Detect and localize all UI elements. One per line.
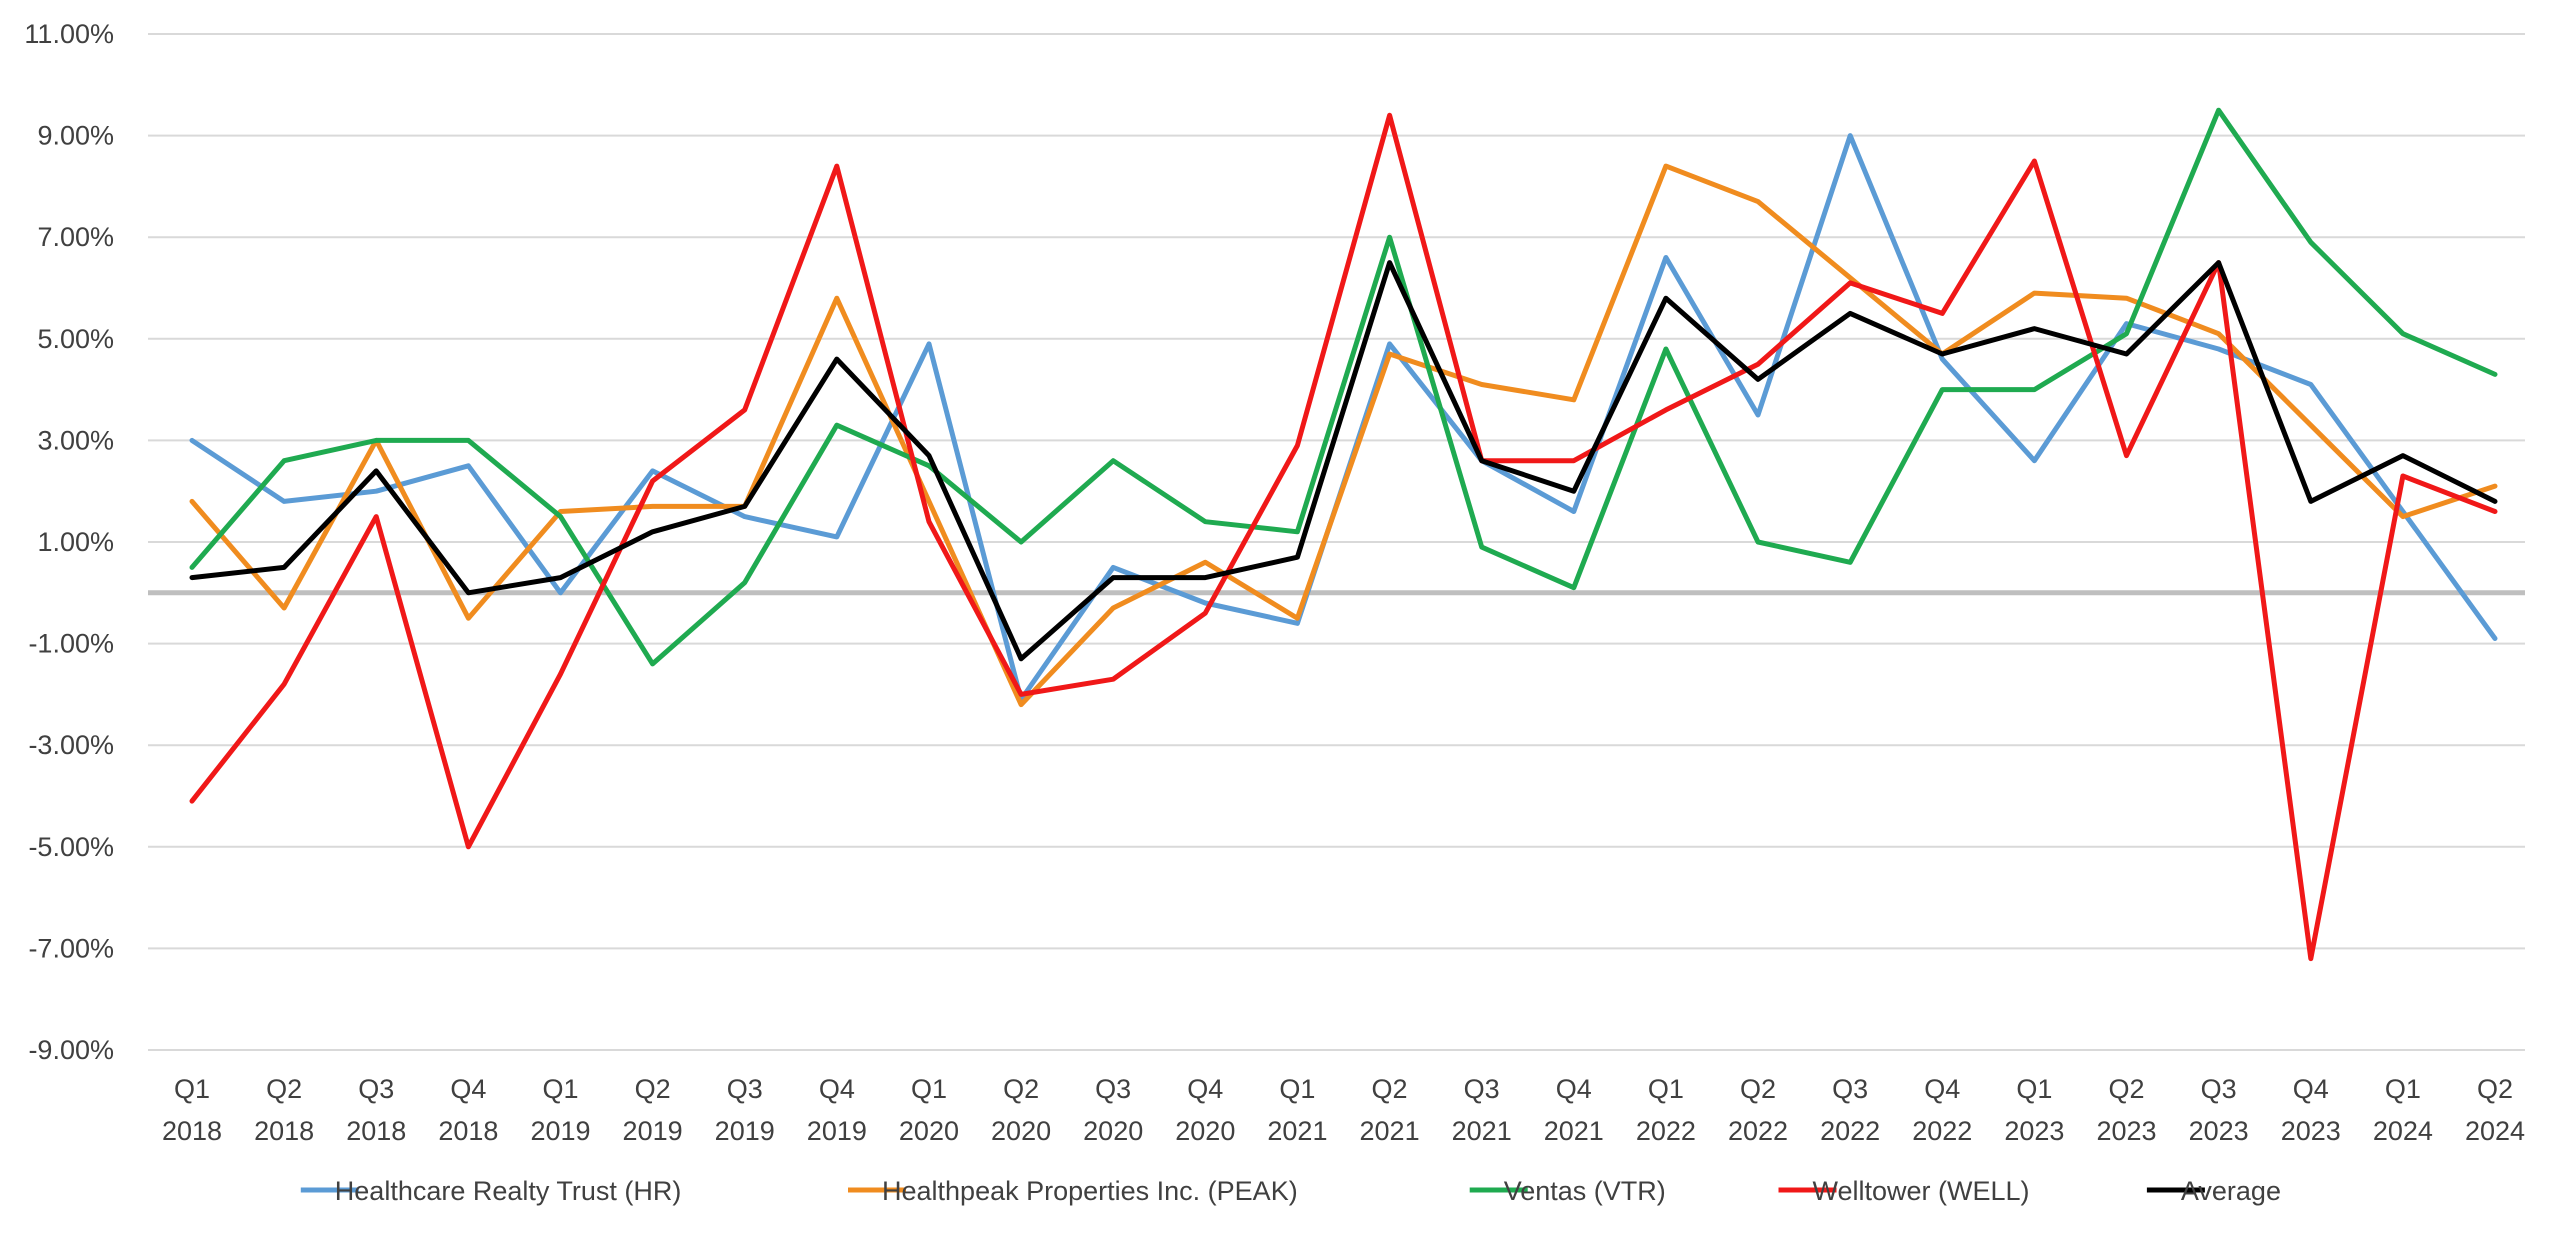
x-tick-label: Q2: [2477, 1074, 2513, 1104]
x-tick-label: 2019: [623, 1116, 683, 1146]
gridlines: [148, 33, 2525, 1051]
legend-label: Average: [2181, 1176, 2281, 1206]
y-axis-tick-labels: 11.00% 9.00% 7.00% 5.00% 3.00% 1.00% -1.00% -3.…: [24, 19, 114, 1065]
x-tick-label: Q1: [2385, 1074, 2421, 1104]
x-tick-label: Q4: [819, 1074, 855, 1104]
x-tick-label: 2019: [807, 1116, 867, 1146]
series-lines: [189, 107, 2498, 962]
x-tick-label: 2022: [1728, 1116, 1788, 1146]
x-tick-label: 2021: [1267, 1116, 1327, 1146]
x-tick-label: Q1: [1279, 1074, 1315, 1104]
x-tick-label: Q2: [1372, 1074, 1408, 1104]
y-tick-label: -5.00%: [28, 832, 114, 862]
x-tick-label: 2020: [1175, 1116, 1235, 1146]
series-line-healthpeak-properties-inc-peak: [189, 163, 2498, 708]
y-tick-label: 9.00%: [37, 121, 114, 151]
x-tick-label: Q3: [2201, 1074, 2237, 1104]
x-tick-label: 2021: [1544, 1116, 1604, 1146]
legend-label: Ventas (VTR): [1504, 1176, 1666, 1206]
x-tick-label: Q1: [2016, 1074, 2052, 1104]
x-tick-label: 2020: [991, 1116, 1051, 1146]
x-tick-label: 2023: [2004, 1116, 2064, 1146]
y-tick-label: -3.00%: [28, 730, 114, 760]
x-tick-label: 2018: [346, 1116, 406, 1146]
x-tick-label: Q3: [727, 1074, 763, 1104]
y-tick-label: -9.00%: [28, 1035, 114, 1065]
x-tick-label: 2018: [162, 1116, 222, 1146]
x-tick-label: Q3: [1095, 1074, 1131, 1104]
x-tick-label: Q1: [174, 1074, 210, 1104]
x-tick-label: 2022: [1636, 1116, 1696, 1146]
legend-item-welltower-well: Welltower (WELL): [1778, 1176, 2030, 1206]
x-tick-label: Q1: [1648, 1074, 1684, 1104]
legend-label: Welltower (WELL): [1813, 1176, 2030, 1206]
x-tick-label: Q3: [1464, 1074, 1500, 1104]
x-tick-label: Q1: [911, 1074, 947, 1104]
x-tick-label: 2019: [530, 1116, 590, 1146]
series-line-welltower-well: [189, 112, 2498, 962]
x-tick-label: 2023: [2189, 1116, 2249, 1146]
x-tick-label: Q2: [635, 1074, 671, 1104]
x-tick-label: Q4: [1556, 1074, 1592, 1104]
x-tick-label: Q2: [1740, 1074, 1776, 1104]
y-tick-label: 11.00%: [24, 19, 114, 49]
x-tick-label: 2022: [1820, 1116, 1880, 1146]
x-tick-label: 2020: [1083, 1116, 1143, 1146]
series-line-average: [189, 260, 2498, 662]
x-tick-label: 2024: [2373, 1116, 2433, 1146]
y-tick-label: -1.00%: [28, 629, 114, 659]
x-tick-label: 2021: [1452, 1116, 1512, 1146]
y-tick-label: 7.00%: [37, 222, 114, 252]
x-tick-label: Q2: [266, 1074, 302, 1104]
y-tick-label: 3.00%: [37, 425, 114, 455]
x-tick-label: 2019: [715, 1116, 775, 1146]
x-tick-label: 2021: [1360, 1116, 1420, 1146]
x-axis-tick-labels: Q1 2018 Q2 2018 Q3 2018 Q4 2018 Q1 2019 Q2 2019 Q3 20…: [162, 1074, 2525, 1146]
x-tick-label: Q1: [542, 1074, 578, 1104]
x-tick-label: Q3: [358, 1074, 394, 1104]
legend-item-healthpeak-properties-inc-peak: Healthpeak Properties Inc. (PEAK): [848, 1176, 1298, 1206]
x-tick-label: 2018: [254, 1116, 314, 1146]
legend-item-average: Average: [2146, 1176, 2281, 1206]
legend-item-ventas-vtr: Ventas (VTR): [1469, 1176, 1666, 1206]
x-tick-label: 2023: [2096, 1116, 2156, 1146]
x-tick-label: 2023: [2281, 1116, 2341, 1146]
x-tick-label: 2022: [1912, 1116, 1972, 1146]
x-tick-label: 2024: [2465, 1116, 2525, 1146]
x-tick-label: 2018: [438, 1116, 498, 1146]
legend-label: Healthcare Realty Trust (HR): [335, 1176, 682, 1206]
y-tick-label: -7.00%: [28, 933, 114, 963]
x-tick-label: 2020: [899, 1116, 959, 1146]
x-tick-label: Q4: [2293, 1074, 2329, 1104]
x-tick-label: Q3: [1832, 1074, 1868, 1104]
x-tick-label: Q2: [1003, 1074, 1039, 1104]
legend-item-healthcare-realty-trust-hr: Healthcare Realty Trust (HR): [300, 1176, 682, 1206]
y-tick-label: 5.00%: [37, 324, 114, 354]
legend-label: Healthpeak Properties Inc. (PEAK): [882, 1176, 1298, 1206]
y-tick-label: 1.00%: [37, 527, 114, 557]
x-tick-label: Q4: [1187, 1074, 1223, 1104]
x-tick-label: Q4: [1924, 1074, 1960, 1104]
series-line-ventas-vtr: [189, 107, 2498, 667]
x-tick-label: Q4: [450, 1074, 486, 1104]
x-tick-label: Q2: [2109, 1074, 2145, 1104]
legend: Healthcare Realty Trust (HR) Healthpeak P…: [300, 1176, 2281, 1206]
